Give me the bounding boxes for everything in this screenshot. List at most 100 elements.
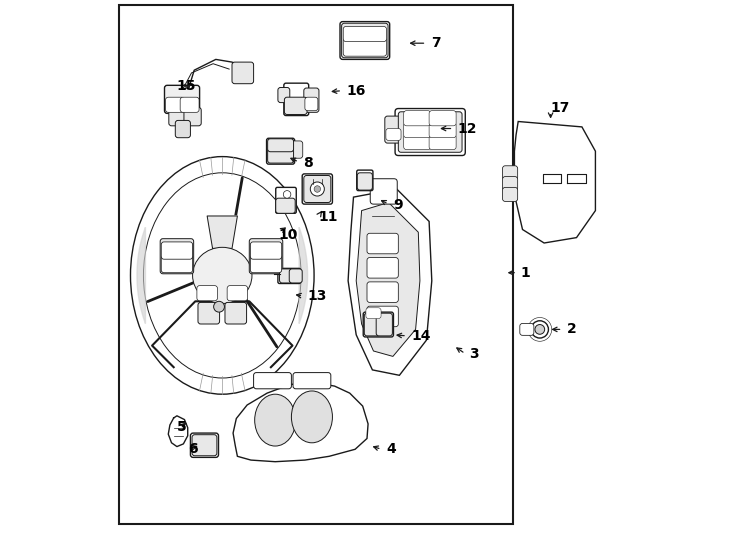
- FancyBboxPatch shape: [278, 268, 301, 284]
- FancyBboxPatch shape: [305, 97, 318, 111]
- FancyBboxPatch shape: [363, 312, 393, 337]
- Text: 16: 16: [346, 84, 366, 98]
- FancyBboxPatch shape: [404, 111, 431, 126]
- FancyBboxPatch shape: [225, 302, 247, 324]
- FancyBboxPatch shape: [232, 62, 254, 84]
- FancyBboxPatch shape: [304, 88, 319, 112]
- Polygon shape: [299, 227, 308, 323]
- FancyBboxPatch shape: [268, 148, 294, 163]
- FancyBboxPatch shape: [161, 255, 192, 273]
- Ellipse shape: [131, 157, 314, 394]
- FancyBboxPatch shape: [289, 269, 302, 283]
- Text: 7: 7: [431, 36, 440, 50]
- FancyBboxPatch shape: [276, 198, 295, 213]
- FancyBboxPatch shape: [304, 176, 331, 202]
- Ellipse shape: [214, 301, 225, 312]
- Text: 13: 13: [308, 289, 327, 303]
- Polygon shape: [567, 174, 586, 183]
- FancyBboxPatch shape: [340, 22, 390, 59]
- FancyBboxPatch shape: [276, 187, 297, 213]
- FancyBboxPatch shape: [357, 173, 372, 190]
- FancyBboxPatch shape: [503, 187, 517, 201]
- Text: 5: 5: [177, 420, 186, 434]
- Ellipse shape: [255, 394, 296, 446]
- FancyBboxPatch shape: [366, 308, 381, 319]
- FancyBboxPatch shape: [293, 373, 331, 389]
- FancyBboxPatch shape: [198, 302, 219, 324]
- Text: 10: 10: [278, 228, 298, 242]
- Text: 17: 17: [550, 101, 570, 115]
- FancyBboxPatch shape: [367, 258, 399, 278]
- Ellipse shape: [531, 321, 548, 338]
- Ellipse shape: [291, 391, 333, 443]
- FancyBboxPatch shape: [370, 179, 397, 204]
- FancyBboxPatch shape: [254, 373, 291, 389]
- FancyBboxPatch shape: [227, 286, 247, 301]
- Text: 15: 15: [177, 79, 197, 93]
- Text: 14: 14: [411, 329, 431, 343]
- FancyBboxPatch shape: [284, 97, 307, 114]
- Polygon shape: [233, 382, 368, 462]
- FancyBboxPatch shape: [429, 123, 456, 138]
- Ellipse shape: [283, 191, 291, 198]
- FancyBboxPatch shape: [160, 239, 194, 274]
- Ellipse shape: [314, 186, 321, 192]
- FancyBboxPatch shape: [180, 97, 199, 112]
- FancyBboxPatch shape: [250, 242, 282, 259]
- Text: 3: 3: [470, 347, 479, 361]
- FancyBboxPatch shape: [520, 323, 534, 335]
- FancyBboxPatch shape: [357, 170, 373, 191]
- Text: 1: 1: [521, 266, 531, 280]
- FancyBboxPatch shape: [429, 111, 456, 126]
- Text: 12: 12: [458, 122, 477, 136]
- Polygon shape: [207, 216, 237, 248]
- Text: 2: 2: [567, 322, 576, 336]
- Polygon shape: [137, 227, 145, 323]
- FancyBboxPatch shape: [367, 233, 399, 254]
- Polygon shape: [356, 202, 420, 356]
- Polygon shape: [515, 122, 595, 243]
- Text: 9: 9: [393, 198, 402, 212]
- FancyBboxPatch shape: [404, 134, 431, 150]
- FancyBboxPatch shape: [386, 129, 401, 140]
- FancyBboxPatch shape: [503, 166, 517, 180]
- FancyBboxPatch shape: [161, 242, 192, 259]
- FancyBboxPatch shape: [395, 109, 465, 156]
- FancyBboxPatch shape: [404, 123, 431, 138]
- Polygon shape: [348, 189, 432, 375]
- FancyBboxPatch shape: [190, 433, 219, 457]
- FancyBboxPatch shape: [341, 23, 388, 58]
- FancyBboxPatch shape: [503, 177, 517, 191]
- Text: 4: 4: [386, 442, 396, 456]
- FancyBboxPatch shape: [184, 107, 201, 126]
- FancyBboxPatch shape: [377, 313, 393, 336]
- FancyBboxPatch shape: [385, 116, 402, 143]
- FancyBboxPatch shape: [266, 138, 294, 164]
- FancyBboxPatch shape: [367, 306, 399, 327]
- Ellipse shape: [535, 325, 545, 334]
- FancyBboxPatch shape: [284, 83, 309, 116]
- FancyBboxPatch shape: [280, 269, 292, 283]
- Text: 8: 8: [303, 156, 313, 170]
- FancyBboxPatch shape: [175, 120, 190, 138]
- FancyBboxPatch shape: [268, 139, 294, 152]
- FancyBboxPatch shape: [164, 85, 200, 113]
- FancyBboxPatch shape: [278, 87, 290, 103]
- FancyBboxPatch shape: [367, 282, 399, 302]
- FancyBboxPatch shape: [250, 239, 283, 274]
- Text: 11: 11: [319, 210, 338, 224]
- FancyBboxPatch shape: [197, 286, 217, 301]
- Polygon shape: [168, 416, 188, 447]
- Ellipse shape: [192, 247, 252, 303]
- FancyBboxPatch shape: [399, 112, 462, 152]
- FancyBboxPatch shape: [302, 174, 333, 204]
- Ellipse shape: [310, 182, 324, 196]
- Ellipse shape: [143, 173, 301, 378]
- FancyBboxPatch shape: [192, 435, 217, 456]
- FancyBboxPatch shape: [344, 38, 386, 56]
- FancyBboxPatch shape: [290, 141, 302, 158]
- FancyBboxPatch shape: [166, 97, 184, 112]
- FancyBboxPatch shape: [364, 313, 380, 336]
- FancyBboxPatch shape: [344, 26, 386, 42]
- FancyBboxPatch shape: [250, 255, 282, 273]
